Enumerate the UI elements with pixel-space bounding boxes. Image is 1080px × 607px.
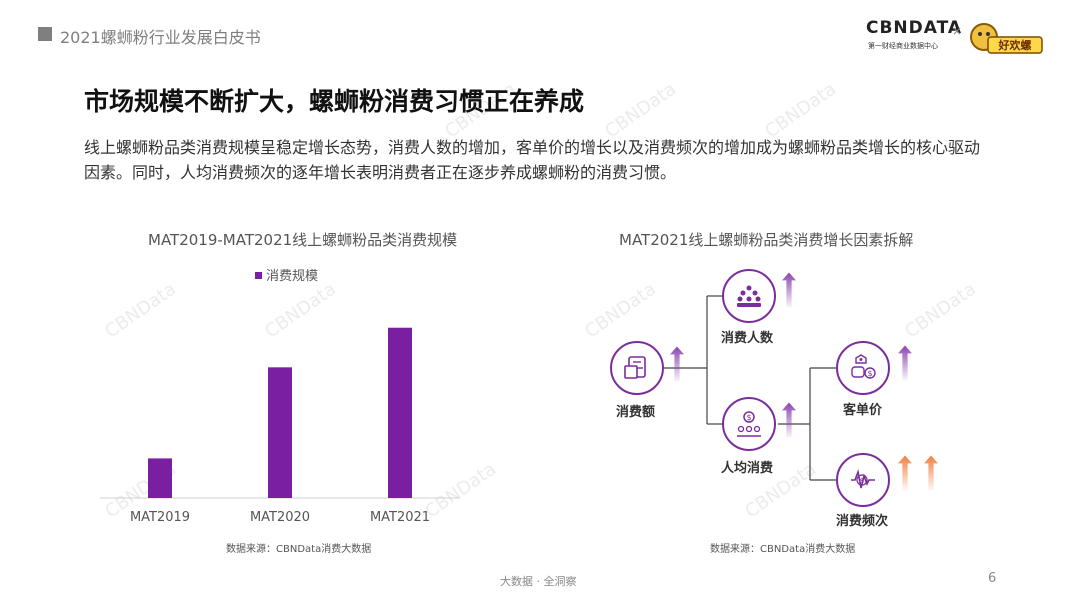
right-chart-title: MAT2021线上螺蛳粉品类消费增长因素拆解 [619,231,914,249]
right-chart-source: 数据来源：CBNData消费大数据 [710,544,856,555]
bar-mat2019 [148,458,172,498]
legend-swatch [255,272,262,279]
x-tick-label: MAT2021 [370,510,430,525]
x-tick-label: MAT2019 [130,510,190,525]
cash-icon [624,356,646,379]
logo-area: CBNDATA 第一财经商业数据中心 × 好欢螺 [866,15,1046,59]
up-arrow-icon [782,272,796,308]
frequency-node: $ [836,453,890,507]
x-tick-label: MAT2020 [250,510,310,525]
frequency-wave-icon: $ [851,469,875,489]
up-arrow-icon [670,346,684,382]
consumer-count-label: 消费人数 [721,331,774,346]
cbndata-logo: CBNDATA [866,18,963,38]
header-title: 2021螺蛳粉行业发展白皮书 [60,28,261,47]
consumption-amount-label: 消费额 [616,405,656,420]
partner-logo: 好欢螺 [970,23,1043,54]
logo-cross: × [952,24,963,38]
tree-connectors [637,295,836,481]
watermark: CBNData [601,78,681,143]
left-chart-title: MAT2019-MAT2021线上螺蛳粉品类消费规模 [148,231,458,249]
dollar-people-icon: $ [737,411,761,437]
watermark: CBNData [761,78,841,143]
legend-label: 消费规模 [266,269,318,284]
consumption-amount-node [610,341,664,395]
hand-coin-icon: $ [851,354,876,379]
svg-text:$: $ [867,369,872,378]
consumer-count-node [722,269,776,323]
per-capita-node: $ [722,397,776,451]
up-arrow-icon [782,402,796,438]
up-arrow-icon [898,345,912,381]
page-number: 6 [988,571,997,586]
unit-price-node: $ [836,341,890,395]
per-capita-label: 人均消费 [721,461,774,476]
up-arrow-orange-icon [898,455,912,491]
unit-price-label: 客单价 [843,403,883,418]
header-marker [38,27,52,41]
crowd-icon [737,285,761,307]
bar-mat2021 [388,327,412,498]
left-chart-source: 数据来源：CBNData消费大数据 [226,544,372,555]
svg-text:$: $ [746,413,751,422]
page-description: 线上螺蛳粉品类消费规模呈稳定增长态势，消费人数的增加，客单价的增长以及消费频次的… [84,138,981,182]
up-arrow-orange-icon [924,455,938,491]
svg-text:$: $ [860,477,864,485]
bar-mat2020 [268,367,292,498]
bar-chart: 消费规模 MAT2019 MAT2020 MAT2021 [100,269,460,525]
footer-slogan: 大数据 · 全洞察 [500,575,577,588]
svg-text:好欢螺: 好欢螺 [998,38,1032,52]
cbndata-logo-sub: 第一财经商业数据中心 [868,42,938,50]
frequency-label: 消费频次 [836,514,889,529]
page-title: 市场规模不断扩大，螺蛳粉消费习惯正在养成 [84,87,585,116]
